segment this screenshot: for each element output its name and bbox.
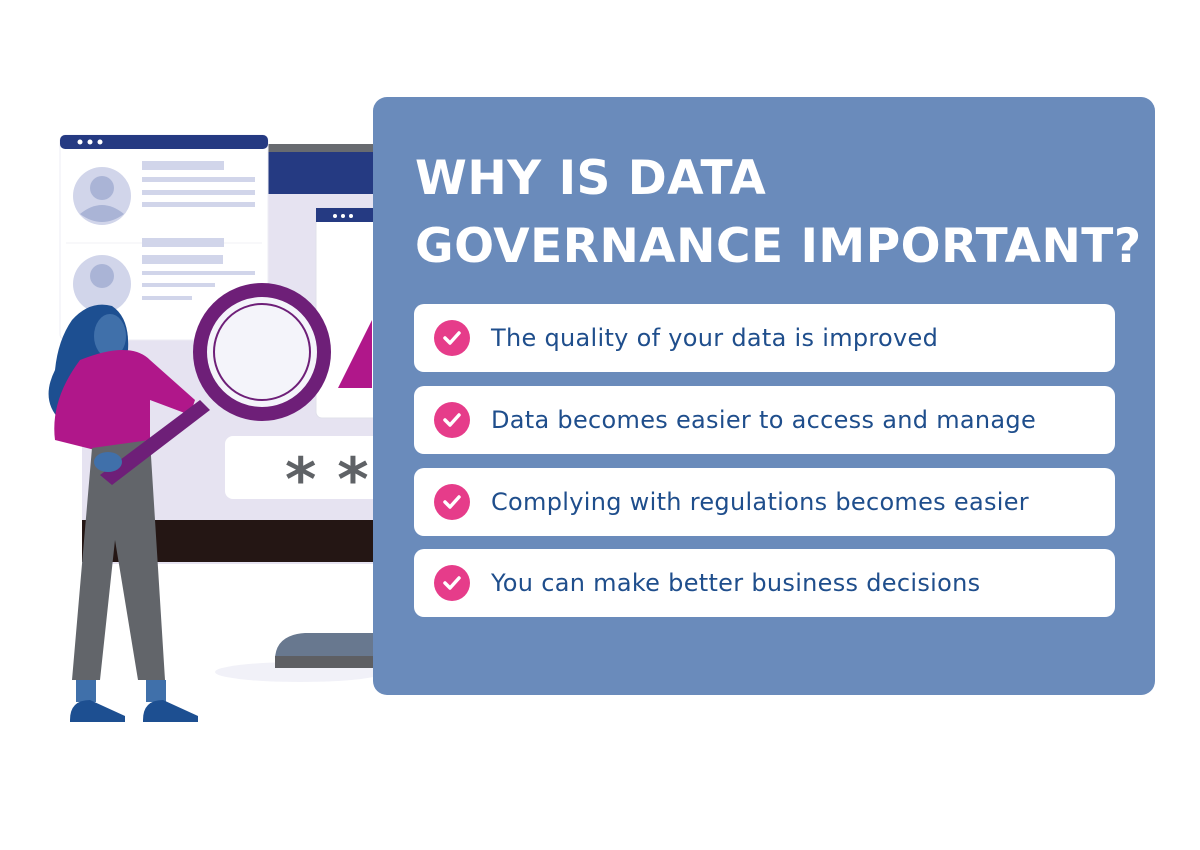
benefit-text: You can make better business decisions — [491, 569, 981, 597]
benefit-text: Complying with regulations becomes easie… — [491, 488, 1029, 516]
illustration-woman-with-magnifier: * * — [48, 134, 407, 722]
benefit-text: The quality of your data is improved — [491, 324, 939, 352]
title-line-2: GOVERNANCE IMPORTANT? — [415, 219, 1142, 274]
benefit-item: The quality of your data is improved — [414, 304, 1115, 372]
title-line-1: WHY IS DATA — [415, 151, 767, 206]
check-circle-icon — [434, 402, 470, 438]
benefit-text: Data becomes easier to access and manage — [491, 406, 1037, 434]
benefit-item: Data becomes easier to access and manage — [414, 386, 1115, 454]
password-mask: * * — [285, 445, 369, 515]
woman-figure — [48, 283, 331, 722]
check-circle-icon — [434, 484, 470, 520]
page-title: WHY IS DATA GOVERNANCE IMPORTANT? — [415, 145, 1142, 281]
check-circle-icon — [434, 320, 470, 356]
check-circle-icon — [434, 565, 470, 601]
info-panel: WHY IS DATA GOVERNANCE IMPORTANT? The qu… — [373, 97, 1155, 695]
profile-card — [59, 134, 269, 341]
benefit-item: Complying with regulations becomes easie… — [414, 468, 1115, 536]
magnifier-lens — [193, 283, 331, 421]
benefit-item: You can make better business decisions — [414, 549, 1115, 617]
